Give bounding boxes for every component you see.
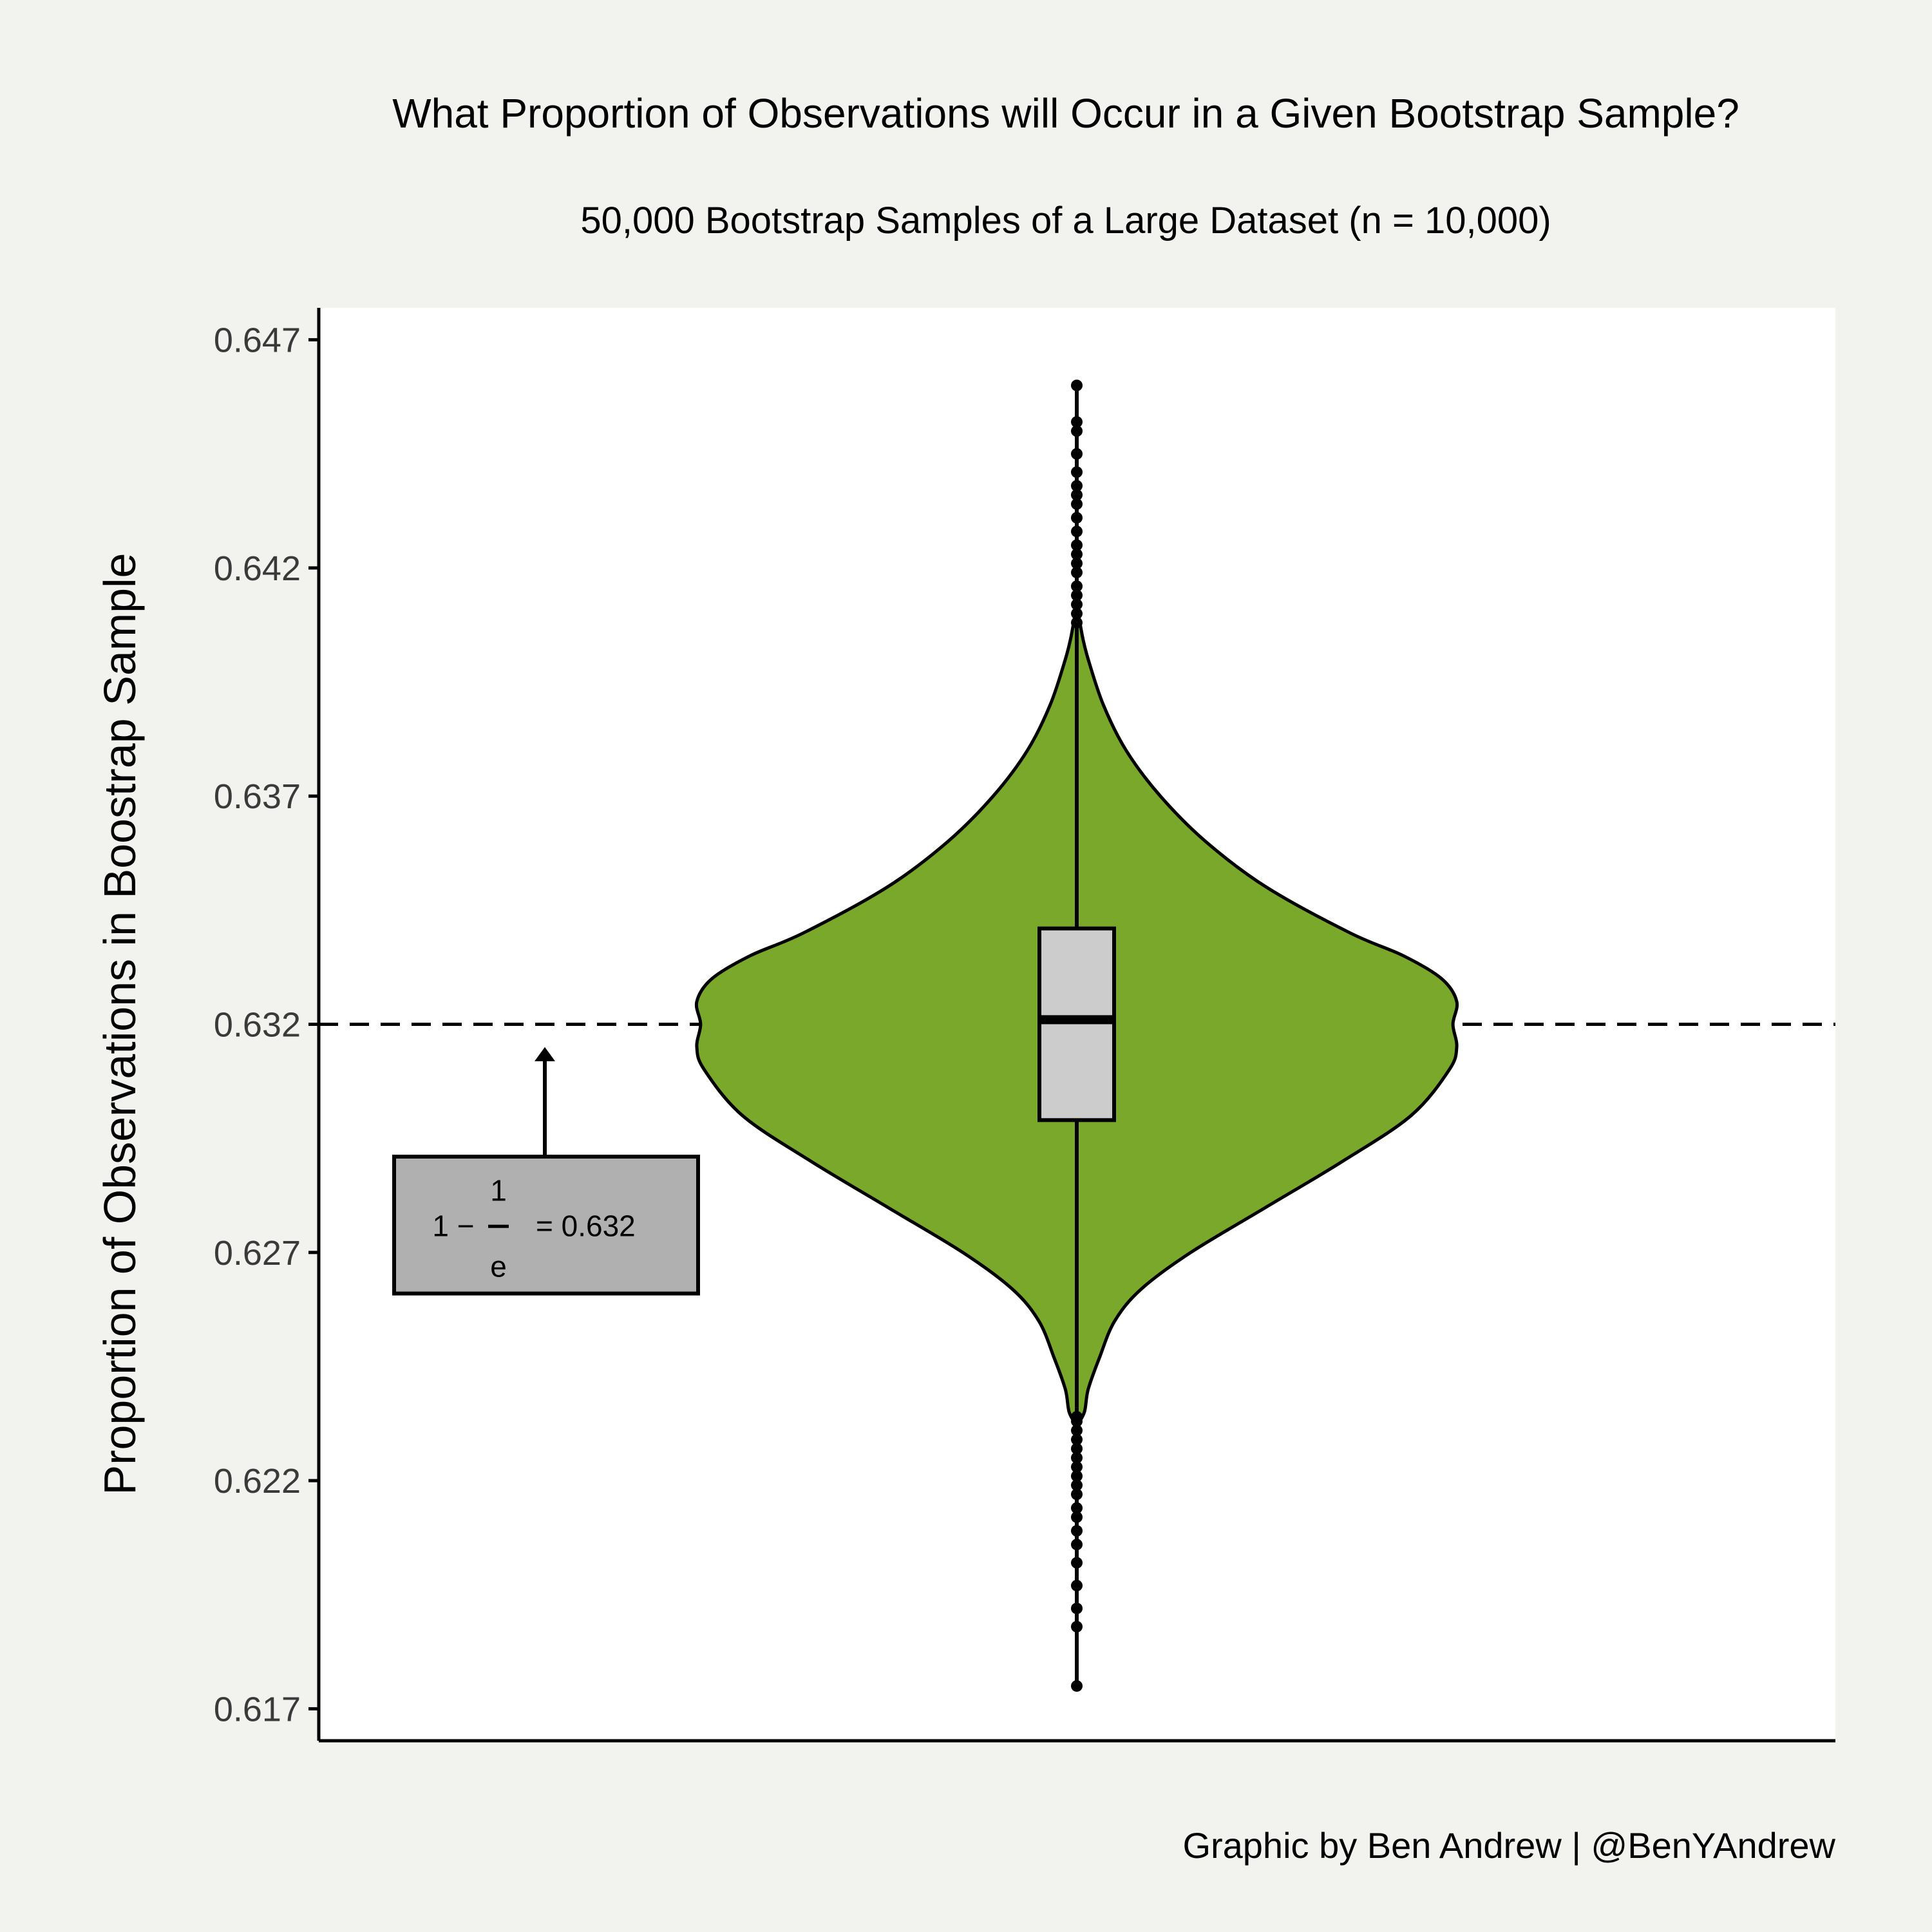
outlier-point (1071, 1434, 1083, 1446)
outlier-point (1071, 1461, 1083, 1473)
outlier-point (1071, 1488, 1083, 1501)
outlier-point (1071, 548, 1083, 560)
outlier-point (1071, 616, 1083, 629)
outlier-point (1071, 511, 1083, 524)
chart-caption: Graphic by Ben Andrew | @BenYAndrew (1182, 1825, 1835, 1866)
outlier-point (1071, 1580, 1083, 1592)
outlier-point (1071, 1602, 1083, 1615)
outlier-point (1071, 1680, 1083, 1692)
outlier-point (1071, 1470, 1083, 1482)
outlier-point (1071, 589, 1083, 601)
chart-title: What Proportion of Observations will Occ… (392, 90, 1739, 137)
y-tick-label: 0.642 (214, 549, 301, 588)
y-tick-label: 0.617 (214, 1690, 301, 1728)
outlier-point (1071, 580, 1083, 592)
formula-result: = 0.632 (536, 1209, 636, 1242)
y-tick-label: 0.627 (214, 1234, 301, 1273)
outlier-point (1071, 1443, 1083, 1455)
outlier-point (1071, 1511, 1083, 1523)
y-tick-label: 0.632 (214, 1006, 301, 1045)
formula-prefix: 1 − (432, 1209, 474, 1242)
outlier-point (1071, 498, 1083, 510)
outlier-point (1071, 598, 1083, 611)
y-axis-ticks: 0.617 0.622 0.627 0.632 0.637 0.642 0.647 (214, 321, 319, 1728)
formula-denominator: e (490, 1249, 507, 1283)
outlier-point (1071, 1452, 1083, 1464)
outlier-points (1071, 379, 1083, 1692)
outlier-point (1071, 1425, 1083, 1437)
y-tick-label: 0.622 (214, 1462, 301, 1501)
annotation-arrow-head (535, 1046, 555, 1061)
chart-subtitle: 50,000 Bootstrap Samples of a Large Data… (580, 200, 1551, 242)
y-axis-label: Proportion of Observations in Boostrap S… (95, 553, 145, 1495)
outlier-point (1071, 566, 1083, 578)
outlier-point (1071, 466, 1083, 478)
formula-numerator: 1 (490, 1173, 507, 1207)
outlier-point (1071, 416, 1083, 428)
outlier-point (1071, 607, 1083, 620)
outlier-point (1071, 1557, 1083, 1569)
outlier-point (1071, 526, 1083, 538)
y-tick-label: 0.647 (214, 321, 301, 360)
outlier-point (1071, 1502, 1083, 1514)
boxplot-group (1037, 632, 1116, 1408)
outlier-point (1071, 1525, 1083, 1537)
y-tick-label: 0.637 (214, 777, 301, 816)
outlier-point (1071, 379, 1083, 392)
outlier-point (1071, 425, 1083, 437)
formula-annotation: 1 − 1 e = 0.632 (392, 1046, 700, 1296)
outlier-point (1071, 1620, 1083, 1633)
outlier-point (1071, 489, 1083, 501)
outlier-point (1071, 1479, 1083, 1492)
outlier-point (1071, 480, 1083, 492)
titles: What Proportion of Observations will Occ… (392, 90, 1739, 242)
outlier-point (1071, 539, 1083, 551)
outlier-point (1071, 448, 1083, 460)
outlier-point (1071, 1410, 1083, 1423)
outlier-point (1071, 557, 1083, 569)
outlier-point (1071, 1539, 1083, 1551)
iqr-box (1037, 926, 1116, 1122)
annotation-box (392, 1154, 700, 1296)
